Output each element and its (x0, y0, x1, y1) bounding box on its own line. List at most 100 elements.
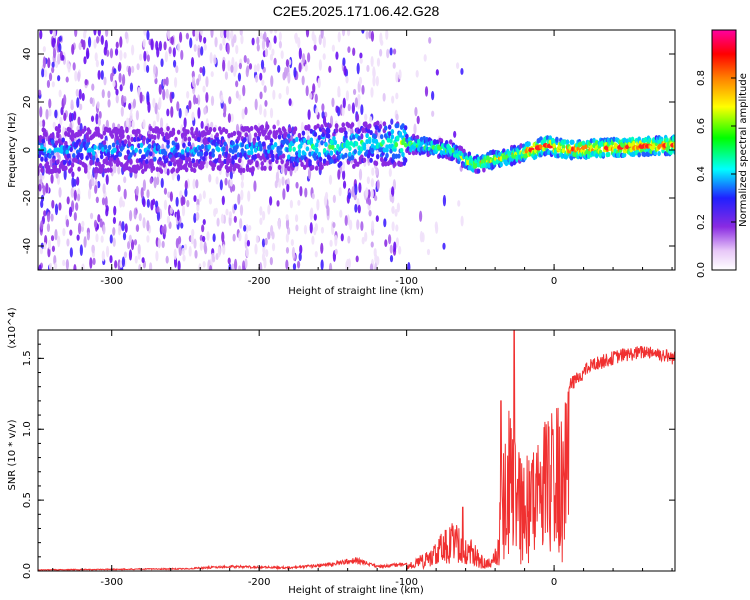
heatmap-cell (233, 258, 238, 270)
heatmap-band-cell (129, 152, 133, 158)
heatmap-cell (57, 56, 61, 65)
heatmap-band-cell (233, 154, 238, 160)
heatmap-cell (357, 118, 361, 129)
heatmap-cell (366, 143, 370, 150)
heatmap-band-cell (552, 143, 557, 149)
heatmap-band-cell (301, 130, 306, 136)
heatmap-band-cell (102, 130, 107, 136)
heatmap-band-cell (314, 165, 319, 171)
heatmap-band-cell (322, 147, 327, 154)
heatmap-cell (43, 210, 47, 217)
heatmap-band-cell (191, 133, 196, 139)
heatmap-cell (73, 263, 77, 270)
heatmap-cell (413, 123, 417, 135)
heatmap-cell (39, 30, 43, 40)
heatmap-cell (332, 221, 336, 229)
colorbar-gradient (711, 29, 737, 271)
heatmap-cell (119, 84, 123, 92)
heatmap-cell (355, 255, 359, 263)
heatmap-band-cell (44, 157, 48, 163)
heatmap-cell (342, 97, 346, 109)
heatmap-band-cell (415, 134, 420, 141)
heatmap-cell (331, 44, 335, 52)
heatmap-cell (215, 253, 219, 261)
heatmap-band-cell (40, 156, 44, 162)
heatmap-cell (435, 223, 439, 234)
heatmap-cell (186, 199, 190, 208)
heatmap-band-cell (235, 144, 239, 150)
heatmap-cell (175, 196, 179, 207)
heatmap-cell (391, 221, 395, 232)
heatmap-band-cell (202, 156, 206, 162)
heatmap-band-cell (216, 147, 221, 153)
heatmap-band-cell (86, 137, 91, 143)
heatmap-band-cell (118, 151, 123, 157)
heatmap-band-cell (137, 128, 141, 135)
heatmap-cell (298, 252, 302, 262)
heatmap-band-cell (571, 139, 575, 145)
heatmap-cell (97, 69, 101, 80)
heatmap-band-cell (239, 167, 243, 174)
heatmap-band-cell (394, 153, 399, 159)
heatmap-cell (114, 48, 119, 56)
heatmap-band-cell (352, 163, 356, 169)
heatmap-band-cell (64, 165, 68, 171)
heatmap-cell (47, 57, 51, 69)
heatmap-cell (219, 179, 223, 191)
heatmap-cell (351, 102, 355, 114)
heatmap-band-cell (277, 134, 282, 140)
heatmap-cell (158, 97, 162, 109)
heatmap-cell (190, 56, 195, 68)
heatmap-cell (242, 84, 246, 97)
heatmap-cell (130, 239, 135, 251)
heatmap-cell (54, 262, 58, 270)
heatmap-band-cell (126, 134, 131, 140)
heatmap-cell (51, 66, 55, 74)
heatmap-cell (398, 69, 402, 80)
heatmap-cell (97, 214, 101, 223)
heatmap-cell (281, 176, 285, 186)
heatmap-cell (100, 58, 105, 67)
heatmap-cell (135, 224, 140, 233)
heatmap-band-cell (350, 122, 355, 128)
heatmap-band-cell (99, 167, 104, 174)
heatmap-cell (342, 169, 346, 181)
heatmap-cell (125, 117, 130, 128)
heatmap-cell (359, 57, 363, 64)
heatmap-cell (416, 115, 420, 125)
heatmap-cell (315, 107, 319, 116)
heatmap-cell (298, 47, 302, 60)
heatmap-band-cell (393, 161, 397, 167)
heatmap-cell (102, 224, 106, 235)
heatmap-band-cell (212, 126, 217, 133)
heatmap-band-cell (373, 133, 377, 140)
heatmap-band-cell (121, 129, 125, 135)
heatmap-band-cell (357, 135, 361, 141)
heatmap-cell (142, 217, 146, 229)
heatmap-cell (168, 46, 172, 54)
heatmap-cell (395, 237, 399, 248)
heatmap-band-cell (49, 133, 54, 139)
heatmap-cell (265, 249, 269, 258)
heatmap-cell (233, 215, 237, 223)
heatmap-cell (343, 65, 347, 76)
heatmap-cell (388, 168, 392, 177)
heatmap-cell (320, 30, 324, 39)
heatmap-band-cell (171, 167, 176, 173)
heatmap-band-cell (188, 160, 193, 166)
heatmap-cell (342, 57, 346, 67)
heatmap-cell (307, 52, 311, 63)
colorbar-tick-label: 0.4 (696, 166, 707, 182)
heatmap-band-cell (539, 144, 543, 150)
heatmap-cell (259, 72, 263, 81)
heatmap-cell (344, 215, 348, 226)
x-tick-label: -300 (100, 577, 123, 588)
heatmap-band-cell (171, 127, 176, 133)
heatmap-cell (313, 44, 317, 51)
heatmap-band-cell (326, 133, 331, 139)
heatmap-band-cell (44, 131, 48, 137)
heatmap-cell (351, 186, 355, 198)
heatmap-band-cell (267, 134, 271, 141)
heatmap-band-cell (261, 141, 266, 147)
heatmap-cell (39, 106, 43, 118)
